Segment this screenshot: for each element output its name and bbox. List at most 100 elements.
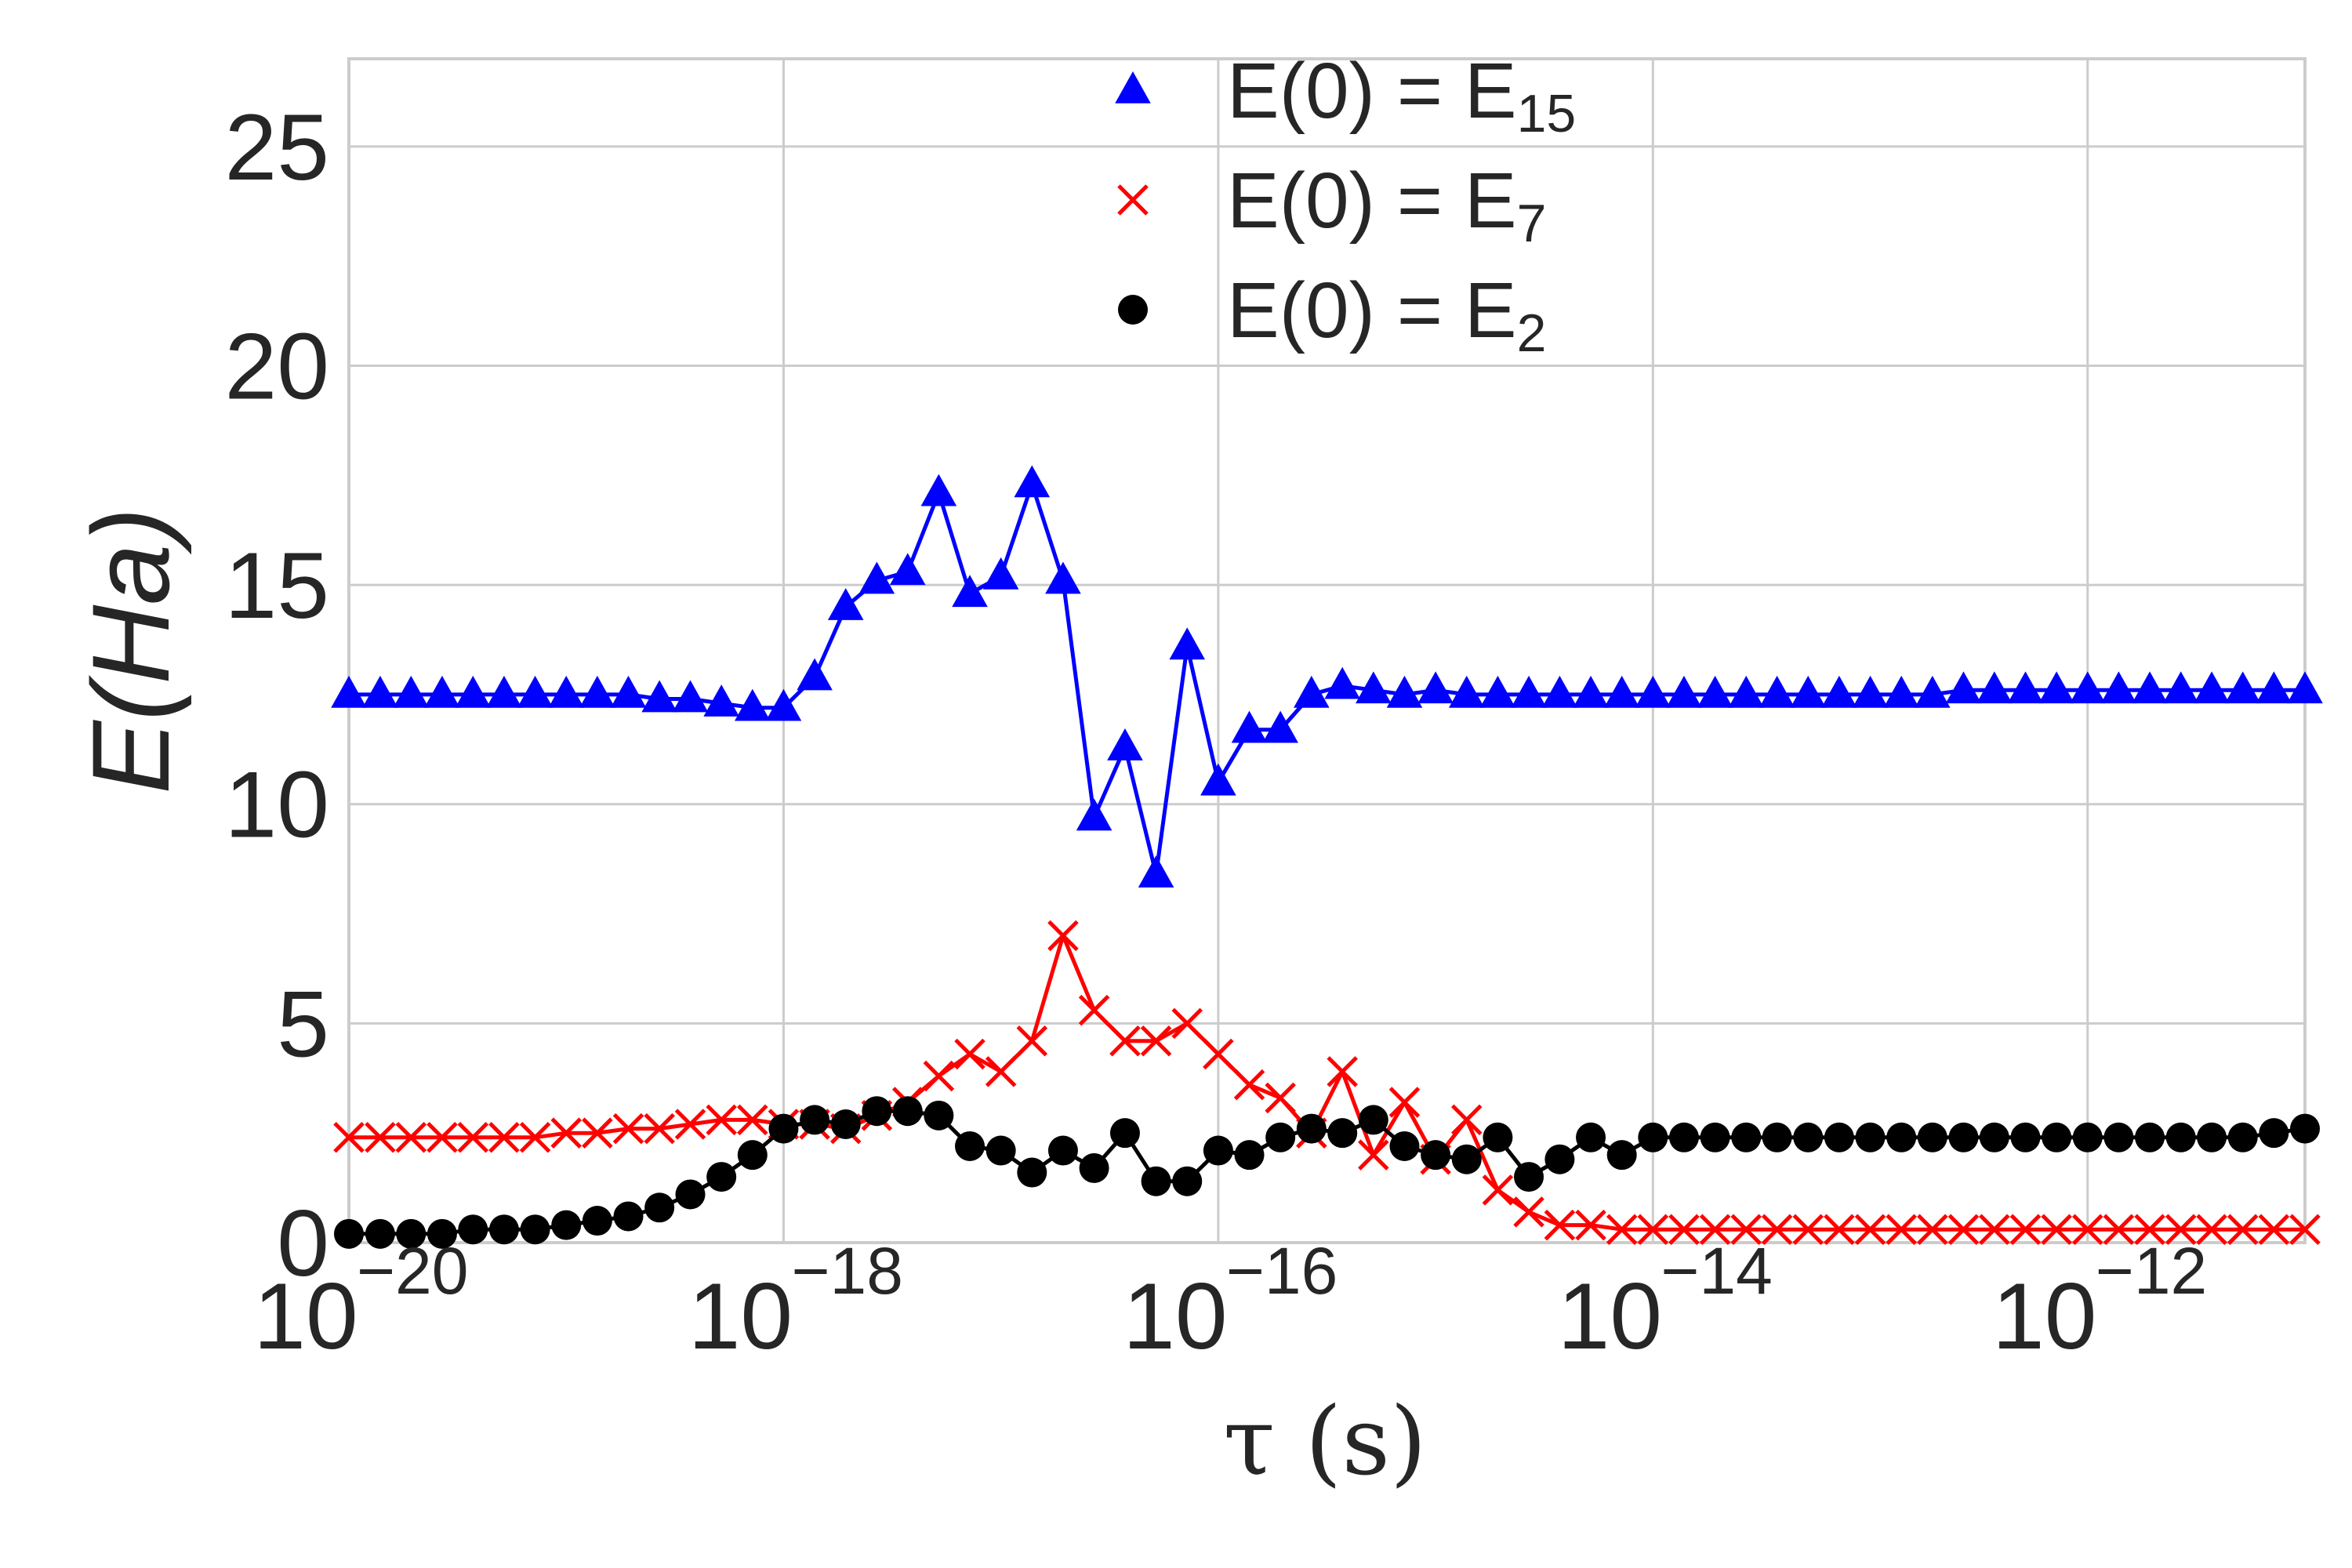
data-point xyxy=(1854,1214,1886,1245)
data-point xyxy=(2290,1113,2320,1144)
data-point xyxy=(1356,671,1392,704)
data-point xyxy=(889,553,926,586)
data-point xyxy=(612,1112,644,1145)
data-point xyxy=(1576,1122,1606,1152)
data-point xyxy=(2010,1122,2041,1152)
x-marker-stroke xyxy=(2258,1214,2290,1245)
data-point xyxy=(644,1192,675,1223)
data-point xyxy=(393,675,430,708)
data-point xyxy=(334,1218,364,1249)
legend-label: E(0) = E7 xyxy=(1227,157,1546,253)
data-point xyxy=(426,1122,458,1153)
data-point xyxy=(396,1218,426,1249)
data-point xyxy=(1324,666,1360,699)
x-marker-stroke xyxy=(1117,184,1149,216)
data-point xyxy=(1078,994,1110,1026)
x-marker-stroke xyxy=(1233,1069,1265,1101)
data-point xyxy=(737,1104,768,1136)
data-point xyxy=(1730,1214,1762,1245)
data-point xyxy=(703,684,739,717)
data-point xyxy=(1668,1122,1699,1152)
data-point xyxy=(672,680,709,713)
x-tick-exponent: −18 xyxy=(791,1234,903,1308)
data-point xyxy=(2134,1214,2165,1245)
y-tick-label: 20 xyxy=(225,314,329,419)
data-point xyxy=(1759,675,1795,708)
data-point xyxy=(2041,1214,2072,1245)
x-marker-stroke xyxy=(1450,1104,1483,1136)
data-point xyxy=(985,1135,1016,1166)
data-point xyxy=(2256,671,2292,704)
x-tick-exponent: −14 xyxy=(1661,1234,1773,1308)
data-point xyxy=(641,680,677,713)
data-point xyxy=(2227,1122,2258,1152)
data-point xyxy=(365,1218,395,1249)
data-point xyxy=(2165,1214,2197,1245)
data-point xyxy=(610,675,647,708)
data-point xyxy=(2100,671,2137,704)
data-point xyxy=(2165,1122,2196,1152)
x-marker-stroke xyxy=(1016,1025,1048,1057)
x-marker-stroke xyxy=(1047,920,1079,952)
data-point xyxy=(1014,465,1051,498)
data-point xyxy=(1107,728,1143,760)
data-point xyxy=(797,658,833,691)
data-point xyxy=(737,1140,768,1171)
x-marker-stroke xyxy=(1854,1214,1886,1245)
data-point xyxy=(486,675,522,708)
data-point xyxy=(1762,1122,1792,1152)
data-point xyxy=(1327,1118,1358,1149)
x-tick-base: 10 xyxy=(688,1264,793,1369)
data-point xyxy=(1358,1105,1388,1135)
x-marker-stroke xyxy=(1637,1214,1669,1245)
x-marker-stroke xyxy=(550,1117,582,1149)
data-point xyxy=(1047,1135,1078,1166)
data-point xyxy=(954,1038,985,1070)
y-tick-label: 10 xyxy=(225,753,329,858)
data-point xyxy=(800,1105,830,1135)
data-point xyxy=(582,1117,613,1149)
data-point xyxy=(1017,1157,1047,1188)
x-marker-stroke xyxy=(1327,1056,1358,1087)
data-point xyxy=(2287,671,2323,704)
data-point xyxy=(1638,1122,1668,1152)
y-axis-title: E(Ha) xyxy=(69,507,192,794)
data-point xyxy=(1603,675,1640,708)
x-marker-stroke xyxy=(2072,1214,2103,1245)
data-point xyxy=(830,1109,861,1139)
data-point xyxy=(644,1112,675,1145)
data-point xyxy=(827,588,864,620)
data-point xyxy=(1731,1122,1762,1152)
x-marker-stroke xyxy=(1171,1007,1203,1040)
data-point xyxy=(457,1122,489,1153)
x-tick-base: 10 xyxy=(1123,1264,1227,1369)
data-point xyxy=(768,1113,799,1144)
data-point xyxy=(1045,561,1081,594)
data-point xyxy=(1606,1214,1638,1245)
x-marker-stroke xyxy=(1544,1209,1576,1241)
data-point xyxy=(892,1096,923,1127)
x-marker-stroke xyxy=(582,1117,613,1149)
legend-marker xyxy=(1115,71,1151,103)
data-point xyxy=(1821,675,1857,708)
data-point xyxy=(1417,671,1454,704)
data-point xyxy=(1296,1113,1327,1144)
x-marker-stroke xyxy=(2103,1214,2135,1245)
data-point xyxy=(551,1210,582,1240)
data-point xyxy=(982,557,1019,590)
data-point xyxy=(488,1122,520,1153)
data-point xyxy=(1233,1069,1265,1101)
data-point xyxy=(1886,1214,1917,1245)
x-marker-stroke xyxy=(426,1122,458,1153)
x-marker-stroke xyxy=(644,1112,675,1145)
x-marker-stroke xyxy=(1203,1038,1234,1070)
data-point xyxy=(2289,1214,2321,1245)
data-point xyxy=(1886,1122,1917,1152)
series-line xyxy=(349,1109,2306,1236)
x-marker-stroke xyxy=(1792,1214,1824,1245)
data-point xyxy=(1483,1122,1513,1152)
series-0 xyxy=(331,465,2323,888)
data-point xyxy=(488,1214,519,1245)
data-point xyxy=(362,675,398,708)
data-point xyxy=(735,688,771,721)
